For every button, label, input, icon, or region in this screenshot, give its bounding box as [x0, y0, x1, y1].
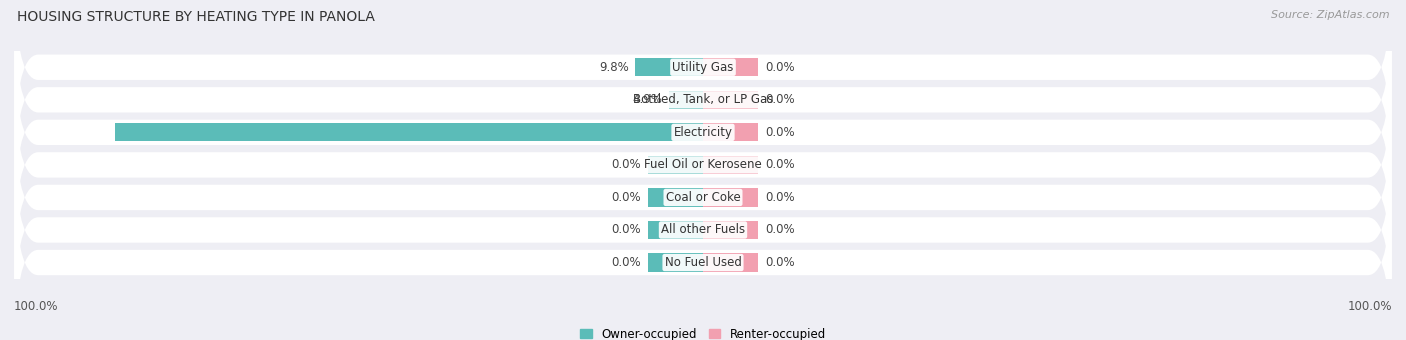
Text: 0.0%: 0.0%	[765, 191, 794, 204]
FancyBboxPatch shape	[14, 64, 1392, 266]
Bar	[648, 221, 703, 239]
Text: Fuel Oil or Kerosene: Fuel Oil or Kerosene	[644, 158, 762, 171]
FancyBboxPatch shape	[14, 161, 1392, 340]
Text: 0.0%: 0.0%	[765, 223, 794, 237]
Text: 0.0%: 0.0%	[765, 256, 794, 269]
Text: 0.0%: 0.0%	[765, 126, 794, 139]
Text: Coal or Coke: Coal or Coke	[665, 191, 741, 204]
Text: 0.0%: 0.0%	[612, 256, 641, 269]
Bar	[703, 58, 758, 76]
Text: 85.3%: 85.3%	[72, 126, 108, 139]
Bar	[115, 123, 703, 141]
Text: Utility Gas: Utility Gas	[672, 61, 734, 74]
Text: Electricity: Electricity	[673, 126, 733, 139]
Bar	[703, 221, 758, 239]
Bar	[648, 156, 703, 174]
Bar	[703, 156, 758, 174]
Bar	[636, 58, 703, 76]
Text: 100.0%: 100.0%	[1347, 300, 1392, 313]
Bar	[648, 188, 703, 207]
Text: 0.0%: 0.0%	[765, 93, 794, 106]
Text: Bottled, Tank, or LP Gas: Bottled, Tank, or LP Gas	[633, 93, 773, 106]
Bar	[669, 91, 703, 109]
Legend: Owner-occupied, Renter-occupied: Owner-occupied, Renter-occupied	[575, 323, 831, 340]
Text: No Fuel Used: No Fuel Used	[665, 256, 741, 269]
Text: 9.8%: 9.8%	[599, 61, 628, 74]
FancyBboxPatch shape	[14, 31, 1392, 234]
Text: All other Fuels: All other Fuels	[661, 223, 745, 237]
Bar	[703, 123, 758, 141]
FancyBboxPatch shape	[14, 96, 1392, 299]
Text: 0.0%: 0.0%	[612, 223, 641, 237]
FancyBboxPatch shape	[14, 0, 1392, 169]
Text: 4.9%: 4.9%	[633, 93, 662, 106]
FancyBboxPatch shape	[14, 0, 1392, 201]
Bar	[703, 188, 758, 207]
Bar	[648, 253, 703, 272]
Bar	[703, 253, 758, 272]
Text: 0.0%: 0.0%	[612, 158, 641, 171]
Text: Source: ZipAtlas.com: Source: ZipAtlas.com	[1271, 10, 1389, 20]
Text: 0.0%: 0.0%	[765, 158, 794, 171]
Bar	[703, 91, 758, 109]
Text: 100.0%: 100.0%	[14, 300, 59, 313]
Text: HOUSING STRUCTURE BY HEATING TYPE IN PANOLA: HOUSING STRUCTURE BY HEATING TYPE IN PAN…	[17, 10, 375, 24]
Text: 0.0%: 0.0%	[612, 191, 641, 204]
Text: 0.0%: 0.0%	[765, 61, 794, 74]
FancyBboxPatch shape	[14, 129, 1392, 331]
